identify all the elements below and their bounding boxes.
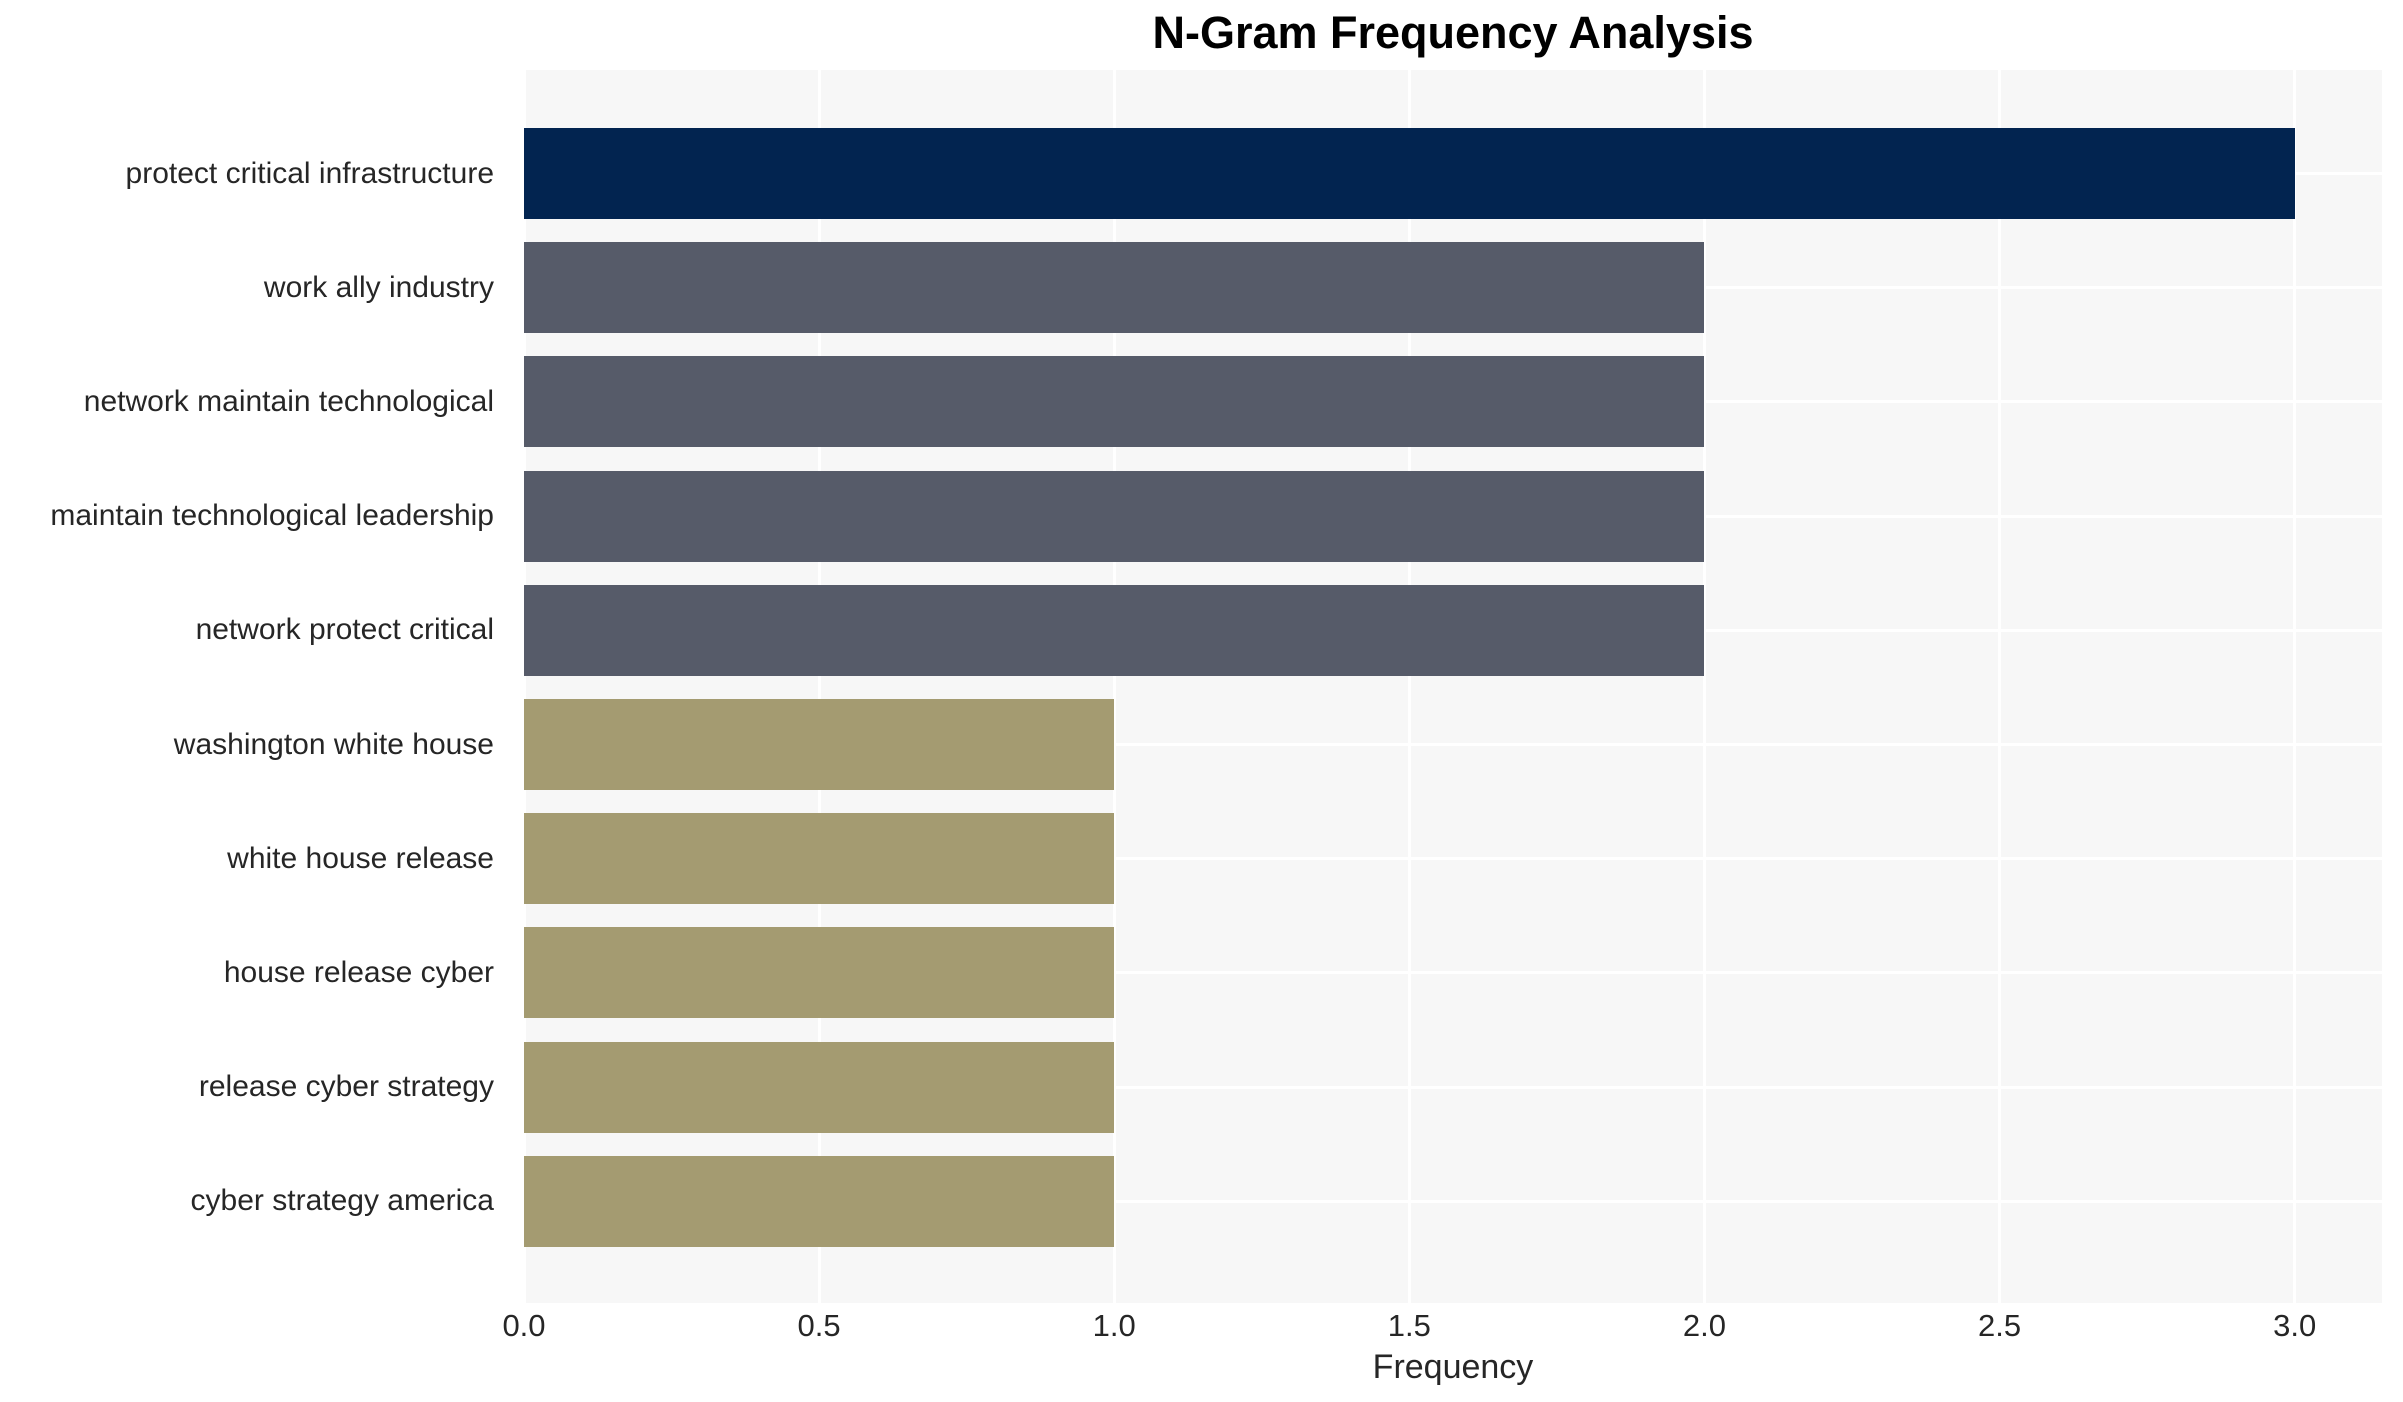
bar-network-maintain-technological bbox=[524, 356, 1705, 448]
y-tick-label: maintain technological leadership bbox=[50, 499, 494, 533]
y-tick-label: network protect critical bbox=[195, 613, 494, 647]
bar-network-protect-critical bbox=[524, 584, 1705, 676]
y-tick-label: cyber strategy america bbox=[190, 1184, 494, 1218]
y-tick-label: house release cyber bbox=[223, 955, 494, 989]
y-tick-label: network maintain technological bbox=[83, 384, 494, 418]
bar-cyber-strategy-america bbox=[524, 1155, 1115, 1247]
bar-release-cyber-strategy bbox=[524, 1041, 1115, 1133]
bar-maintain-technological-leadership bbox=[524, 470, 1705, 562]
chart-title: N-Gram Frequency Analysis bbox=[1152, 7, 1754, 58]
y-tick-label: work ally industry bbox=[263, 270, 494, 304]
x-gridline bbox=[2293, 70, 2297, 1303]
bar-white-house-release bbox=[524, 813, 1115, 905]
bar-work-ally-industry bbox=[524, 242, 1705, 334]
x-gridline bbox=[817, 70, 821, 1303]
y-tick-label: release cyber strategy bbox=[198, 1070, 494, 1104]
x-gridline bbox=[522, 70, 526, 1303]
x-tick-label: 0.0 bbox=[502, 1308, 546, 1343]
x-tick-label: 3.0 bbox=[2273, 1308, 2317, 1343]
y-gridline bbox=[524, 1199, 2382, 1203]
y-tick-label: washington white house bbox=[173, 727, 494, 761]
x-tick-label: 0.5 bbox=[797, 1308, 841, 1343]
y-gridline bbox=[524, 1085, 2382, 1089]
bar-washington-white-house bbox=[524, 699, 1115, 790]
x-tick-label: 2.5 bbox=[1977, 1308, 2022, 1343]
x-tick-label: 1.0 bbox=[1092, 1308, 1136, 1343]
x-tick-label: 2.0 bbox=[1682, 1308, 1726, 1343]
bar-house-release-cyber bbox=[524, 927, 1115, 1019]
y-gridline bbox=[524, 971, 2382, 975]
y-gridline bbox=[524, 857, 2382, 861]
y-tick-label: protect critical infrastructure bbox=[125, 156, 494, 190]
x-gridline bbox=[1407, 70, 1411, 1303]
x-axis-title: Frequency bbox=[1372, 1348, 1534, 1386]
y-gridline bbox=[524, 743, 2382, 746]
y-tick-label: white house release bbox=[227, 841, 494, 875]
x-gridline bbox=[1998, 70, 2002, 1303]
x-gridline bbox=[1112, 70, 1116, 1303]
bar-protect-critical-infrastructure bbox=[524, 128, 2295, 219]
x-tick-label: 1.5 bbox=[1387, 1308, 1431, 1343]
plot-area bbox=[522, 70, 2382, 1303]
x-gridline bbox=[1702, 70, 1706, 1303]
y-axis-labels: protect critical infrastructure work ally… bbox=[0, 70, 508, 1303]
